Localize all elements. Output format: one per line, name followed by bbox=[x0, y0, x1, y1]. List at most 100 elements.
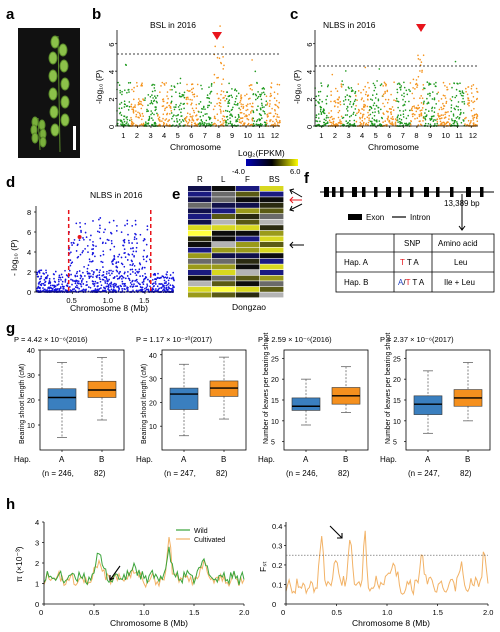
heatmap-cell bbox=[260, 292, 284, 298]
y-tick-label: 30 bbox=[27, 373, 35, 380]
category-label: B bbox=[343, 455, 348, 464]
x-axis-label: Chromosome bbox=[170, 142, 221, 152]
chromosome-9-points bbox=[422, 81, 438, 127]
exon bbox=[450, 187, 454, 197]
n-label-b: 82) bbox=[460, 469, 472, 478]
exon bbox=[340, 187, 344, 197]
heatmap-cell bbox=[188, 270, 212, 275]
heatmap-cell bbox=[188, 242, 212, 247]
n-label-b: 82) bbox=[94, 469, 106, 478]
heatmap-cell bbox=[188, 197, 212, 203]
x-tick-label: 3 bbox=[148, 131, 152, 140]
heatmap-cell bbox=[236, 270, 260, 275]
y-tick-label: 4 bbox=[107, 70, 116, 74]
heatmap-cell bbox=[236, 214, 260, 219]
n-label-a: (n = 246, bbox=[42, 469, 74, 478]
y-axis-label: -log₁₀ (P) bbox=[292, 70, 302, 104]
heatmap-cell bbox=[188, 208, 212, 214]
chromosome-3-points bbox=[143, 83, 159, 127]
column-label: F bbox=[245, 175, 250, 184]
heatmap-cell bbox=[236, 275, 260, 281]
x-tick-label: 2 bbox=[333, 131, 337, 140]
box-hap-a bbox=[47, 388, 77, 411]
y-tick-label: 0 bbox=[107, 125, 116, 129]
heatmap-cell bbox=[260, 191, 284, 197]
heatmap-cell bbox=[188, 275, 212, 281]
heatmap-cell bbox=[236, 247, 260, 253]
x-axis-label: Chromosome 8 (Mb) bbox=[70, 303, 148, 313]
p-value-label: P = 2.37 × 10⁻⁶(2017) bbox=[380, 335, 454, 344]
shoot-short-icon bbox=[30, 116, 47, 151]
heatmap-cell bbox=[236, 197, 260, 203]
exon bbox=[424, 187, 429, 197]
arrow-icon bbox=[289, 188, 303, 198]
p-value-label: P = 4.42 × 10⁻⁶(2016) bbox=[14, 335, 88, 344]
heatmap-cell bbox=[260, 275, 284, 281]
heatmap-cell bbox=[188, 230, 212, 236]
exon bbox=[410, 187, 414, 197]
panel-label-a: a bbox=[6, 6, 15, 23]
plot-title: NLBS in 2016 bbox=[323, 20, 376, 30]
heatmap-cell bbox=[236, 186, 260, 191]
x-tick-label: 10 bbox=[442, 131, 450, 140]
x-tick-label: 6 bbox=[189, 131, 193, 140]
x-tick-label: 12 bbox=[271, 131, 279, 140]
chromosome-2-points bbox=[328, 73, 343, 127]
plot-frame bbox=[161, 349, 247, 451]
y-tick-label: 4 bbox=[27, 248, 31, 257]
heatmap-cell bbox=[212, 202, 236, 208]
chromosome-10-points bbox=[238, 59, 254, 127]
chromosome-10-points bbox=[436, 81, 452, 127]
heatmap-cell bbox=[236, 264, 260, 270]
y-tick-label: 20 bbox=[27, 398, 35, 405]
boxplot-1: P = 4.42 × 10⁻⁶(2016) Bearing shoot lengt… bbox=[14, 335, 125, 478]
scale-bar bbox=[73, 126, 76, 150]
column-label: BS bbox=[269, 175, 280, 184]
category-label: A bbox=[59, 455, 65, 464]
y-tick-label: 4 bbox=[35, 518, 39, 527]
heatmap-cell bbox=[260, 281, 284, 287]
y-tick-label: 5 bbox=[271, 440, 275, 447]
heatmap-cell bbox=[188, 292, 212, 298]
panel-label-e: e bbox=[172, 186, 181, 203]
sample-label: Dongzao bbox=[232, 302, 266, 312]
x-tick-label: 9 bbox=[428, 131, 432, 140]
plot-title: BSL in 2016 bbox=[150, 20, 196, 30]
wild-line bbox=[43, 546, 245, 586]
heatmap-cell bbox=[212, 225, 236, 231]
heatmap-cell bbox=[236, 286, 260, 292]
box-hap-a bbox=[413, 395, 443, 415]
x-tick-label: 0.5 bbox=[332, 608, 342, 617]
box-hap-a bbox=[291, 397, 321, 411]
y-tick-label: 30 bbox=[149, 377, 157, 384]
exon bbox=[466, 187, 471, 197]
n-label-a: (n = 246, bbox=[286, 469, 318, 478]
chromosome-5-points bbox=[170, 77, 186, 127]
arrow-icon bbox=[289, 203, 303, 212]
chromosome-5-points bbox=[369, 68, 384, 127]
heatmap-cell bbox=[188, 219, 212, 225]
heatmap-cell bbox=[188, 264, 212, 270]
box-hap-a bbox=[169, 387, 199, 410]
legend-max: 6.0 bbox=[290, 167, 300, 176]
x-tick-label: 0 bbox=[39, 608, 43, 617]
chromosome-11-points bbox=[450, 60, 466, 127]
heatmap-cell bbox=[236, 208, 260, 214]
heatmap-cell bbox=[236, 191, 260, 197]
n-label-b: 82) bbox=[338, 469, 350, 478]
category-label: A bbox=[181, 455, 187, 464]
heatmap-cell bbox=[212, 264, 236, 270]
exon bbox=[362, 187, 366, 197]
y-axis-label: Number of leaves per bearing shoot bbox=[385, 333, 392, 444]
x-axis-label: Chromosome bbox=[368, 142, 419, 152]
y-axis-label: - log₁₀ (P) bbox=[9, 239, 19, 276]
column-label: R bbox=[197, 175, 203, 184]
boxplot-2: P = 1.17 × 10⁻¹⁰(2017) Bearing shoot leng… bbox=[136, 335, 247, 478]
x-tick-label: 8 bbox=[414, 131, 418, 140]
y-tick-label: 0.1 bbox=[272, 580, 282, 589]
arrow-icon bbox=[289, 196, 302, 204]
snp-base-t: T bbox=[406, 278, 411, 287]
heatmap-cell bbox=[212, 270, 236, 275]
y-tick-label: 2 bbox=[35, 559, 39, 568]
